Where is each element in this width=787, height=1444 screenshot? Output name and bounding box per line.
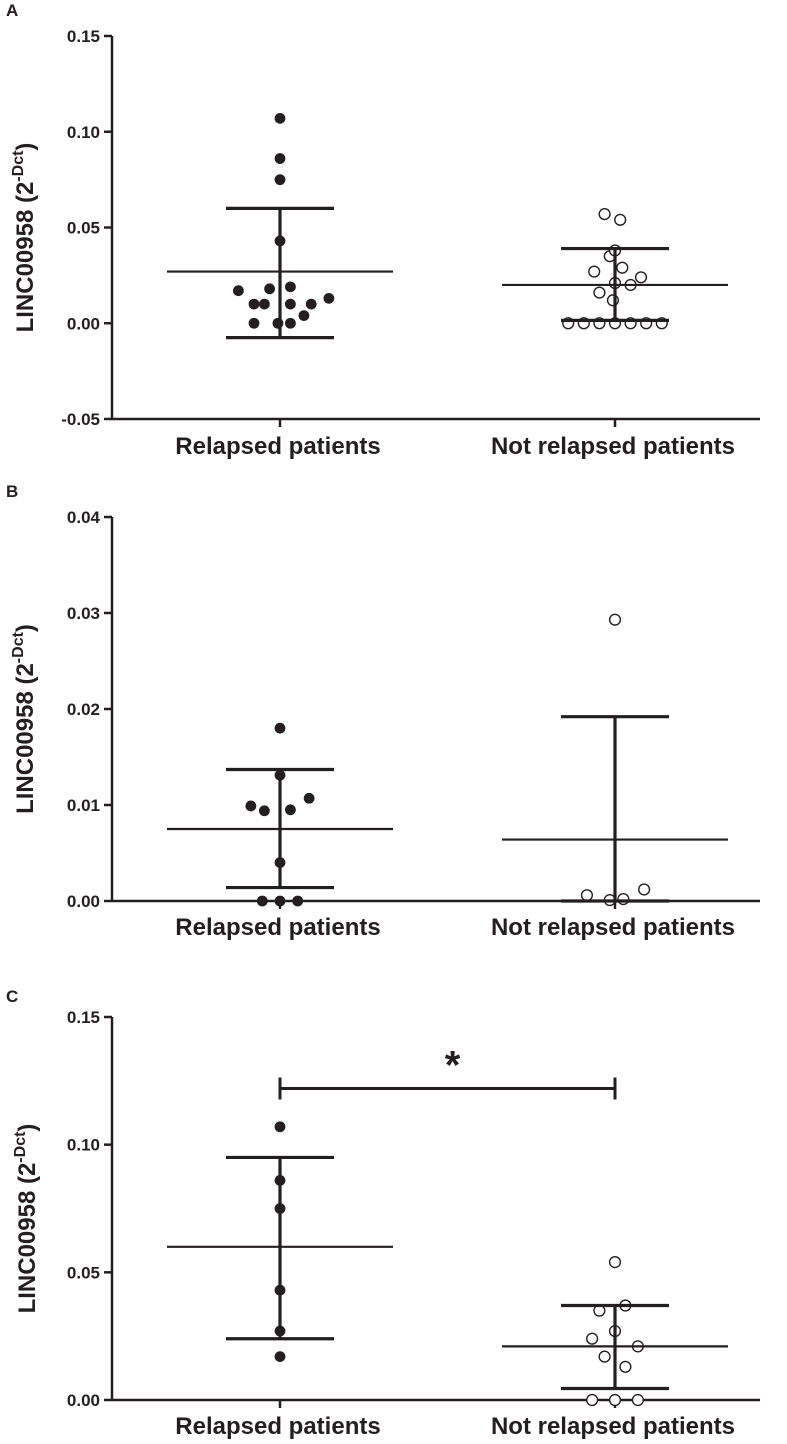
data-point bbox=[634, 271, 648, 284]
data-point bbox=[256, 895, 268, 907]
x-category-label: Not relapsed patients bbox=[491, 914, 735, 941]
data-point bbox=[233, 285, 244, 297]
y-tick-label: 0.00 bbox=[67, 314, 100, 333]
panel-letter: A bbox=[6, 1, 18, 20]
data-point bbox=[593, 286, 606, 299]
series-not-relapsed bbox=[502, 613, 728, 907]
data-point bbox=[274, 153, 286, 164]
data-point bbox=[274, 174, 286, 186]
data-point bbox=[323, 292, 335, 304]
x-category-label: Not relapsed patients bbox=[491, 433, 735, 460]
series-not-relapsed bbox=[502, 1256, 728, 1407]
data-point bbox=[272, 317, 284, 329]
data-point bbox=[245, 800, 257, 812]
data-point bbox=[259, 805, 270, 817]
data-point bbox=[303, 792, 315, 804]
data-point bbox=[631, 1393, 644, 1407]
data-point bbox=[298, 310, 310, 321]
data-point bbox=[305, 298, 317, 310]
data-point bbox=[274, 1121, 286, 1133]
x-category-label: Relapsed patients bbox=[175, 914, 380, 941]
y-axis-title: LINC00958 (2-Dct) bbox=[12, 1124, 41, 1314]
data-point bbox=[606, 294, 620, 307]
panel-a: A -0.05 0.00 0.05 0.10 0.15 Relapsed patients N… bbox=[6, 1, 760, 460]
panel-c: C 0.00 0.05 0.10 0.15 Relapsed patients Not re… bbox=[6, 987, 760, 1440]
data-point bbox=[616, 261, 629, 274]
y-tick-label: 0.10 bbox=[67, 123, 100, 142]
series-relapsed bbox=[167, 1121, 393, 1362]
y-tick-label: 0.00 bbox=[67, 892, 100, 911]
data-point bbox=[598, 1350, 611, 1363]
panel-letter: B bbox=[6, 482, 18, 501]
panel-b: B 0.00 0.01 0.02 0.03 0.04 Relapsed patients No… bbox=[6, 482, 760, 941]
series-relapsed bbox=[167, 112, 393, 340]
y-tick-label: 0.03 bbox=[67, 604, 100, 623]
data-point bbox=[598, 207, 611, 221]
x-category-label: Relapsed patients bbox=[175, 433, 380, 460]
y-tick-label: 0.15 bbox=[67, 27, 100, 46]
y-tick-label: 0.02 bbox=[67, 700, 100, 719]
data-point bbox=[292, 895, 304, 907]
data-point bbox=[259, 298, 270, 310]
data-point bbox=[608, 613, 622, 626]
data-point bbox=[608, 1393, 622, 1407]
y-axis-title: LINC00958 (2-Dct) bbox=[10, 624, 39, 814]
data-point bbox=[285, 317, 296, 329]
significance-bracket: * bbox=[278, 1043, 617, 1100]
y-tick-label: 0.00 bbox=[67, 1391, 100, 1410]
data-point bbox=[274, 112, 286, 124]
data-point bbox=[285, 281, 296, 293]
y-tick-label: 0.05 bbox=[67, 1263, 100, 1282]
y-axis-title: LINC00958 (2-Dct) bbox=[10, 143, 39, 333]
data-point bbox=[588, 265, 601, 278]
data-point bbox=[617, 892, 630, 906]
data-point bbox=[274, 722, 286, 734]
data-point bbox=[285, 298, 296, 310]
y-tick-label: 0.15 bbox=[67, 1008, 100, 1027]
data-point bbox=[608, 1256, 622, 1269]
x-category-label: Not relapsed patients bbox=[491, 1413, 735, 1440]
y-tick-label: 0.10 bbox=[67, 1136, 100, 1155]
significance-star: * bbox=[445, 1043, 461, 1087]
y-tick-label: -0.05 bbox=[61, 410, 100, 429]
y-tick-label: 0.04 bbox=[67, 508, 101, 527]
data-point bbox=[580, 889, 594, 902]
data-point bbox=[274, 895, 286, 907]
data-point bbox=[264, 283, 275, 295]
data-point bbox=[274, 1351, 286, 1362]
y-tick-label: 0.01 bbox=[67, 796, 100, 815]
data-point bbox=[586, 1393, 599, 1407]
data-point bbox=[248, 298, 260, 310]
data-point bbox=[586, 1332, 599, 1345]
panel-letter: C bbox=[6, 987, 18, 1006]
data-point bbox=[619, 1360, 632, 1373]
series-not-relapsed bbox=[502, 207, 728, 330]
data-point bbox=[638, 883, 651, 896]
data-point bbox=[285, 804, 296, 816]
x-category-label: Relapsed patients bbox=[175, 1413, 380, 1440]
data-point bbox=[248, 317, 260, 329]
series-relapsed bbox=[167, 722, 393, 907]
data-point bbox=[614, 213, 627, 226]
y-tick-label: 0.05 bbox=[67, 219, 100, 238]
